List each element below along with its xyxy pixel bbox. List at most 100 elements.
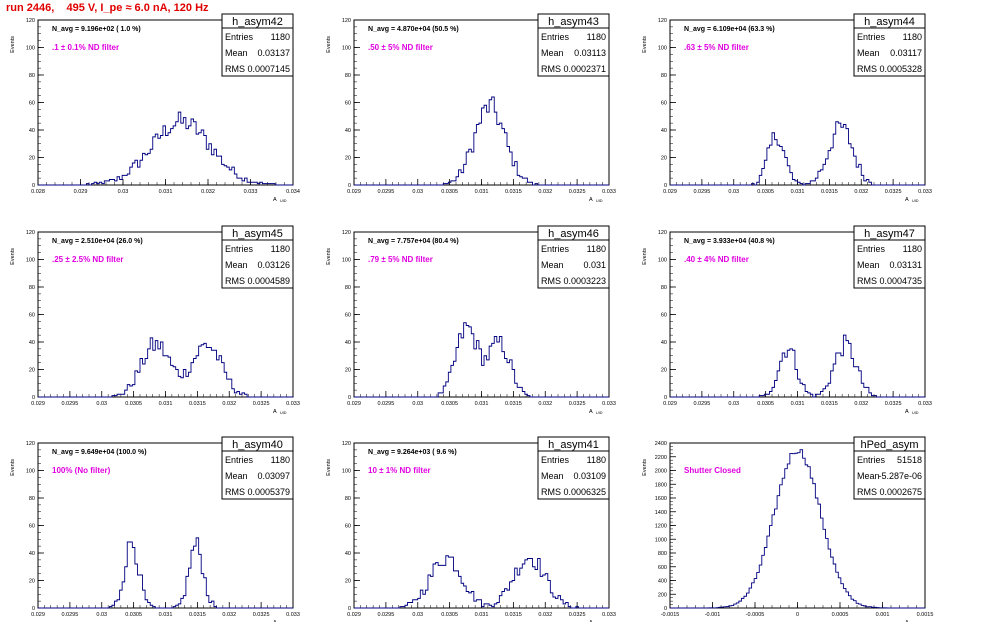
filter-label: .79 ± 5% ND filter bbox=[368, 255, 433, 264]
x-axis-sublabel: UID bbox=[596, 411, 603, 415]
x-tick-label: 0.033 bbox=[602, 189, 616, 195]
y-tick-label: 1200 bbox=[655, 524, 667, 530]
y-tick-label: 60 bbox=[29, 101, 35, 107]
filter-label: Shutter Closed bbox=[684, 466, 741, 475]
y-tick-label: 80 bbox=[345, 73, 351, 79]
filter-label: .25 ± 2.5% ND filter bbox=[52, 255, 124, 264]
stat-value: 0.0004589 bbox=[247, 276, 290, 286]
x-tick-label: 0.0325 bbox=[569, 612, 586, 618]
x-tick-label: 0.031 bbox=[159, 401, 173, 407]
y-axis-label: Events bbox=[326, 248, 332, 265]
panel-h_asym40: 0 20 40 60 80 100 120 0.029 0.0295 0.03 0.0305 0.03… bbox=[10, 436, 300, 622]
stat-label: RMS bbox=[541, 276, 561, 286]
x-tick-label: 0.0295 bbox=[693, 189, 710, 195]
x-tick-label: 0.033 bbox=[602, 612, 616, 618]
x-tick-label: 0.0315 bbox=[821, 401, 838, 407]
panel-h_asym41: 0 20 40 60 80 100 120 0.029 0.0295 0.03 0.0305 0.03… bbox=[326, 436, 616, 622]
navg-label: N_avg = 2.510e+04 (26.0 %) bbox=[52, 238, 143, 245]
x-tick-label: 0.032 bbox=[538, 401, 552, 407]
stats-box bbox=[221, 225, 294, 289]
stat-value: 0.0005328 bbox=[879, 64, 922, 74]
x-tick-label: 0.03 bbox=[412, 401, 423, 407]
histogram-series bbox=[670, 121, 925, 186]
stat-value: 51518 bbox=[897, 455, 922, 465]
y-tick-label: 20 bbox=[345, 368, 351, 374]
stat-label: RMS bbox=[225, 487, 245, 497]
stat-value: 1180 bbox=[271, 455, 290, 465]
x-tick-label: 0.031 bbox=[159, 612, 173, 618]
y-tick-label: 120 bbox=[342, 230, 351, 236]
y-axis-label: Events bbox=[326, 459, 332, 476]
y-tick-label: 80 bbox=[29, 285, 35, 291]
x-axis-label: A bbox=[589, 620, 593, 622]
histogram-name: h_asym40 bbox=[232, 439, 283, 451]
stat-value: 0.03097 bbox=[257, 471, 290, 481]
y-tick-label: 120 bbox=[658, 18, 667, 24]
x-tick-label: 0.03 bbox=[412, 612, 423, 618]
y-axis-label: Events bbox=[642, 36, 648, 53]
x-tick-label: 0.031 bbox=[791, 189, 805, 195]
panel-h_asym46: 0 20 40 60 80 100 120 0.029 0.0295 0.03 0.0305 0.03… bbox=[326, 225, 616, 415]
y-tick-label: 80 bbox=[345, 285, 351, 291]
y-tick-label: 120 bbox=[26, 230, 35, 236]
x-tick-label: 0.0325 bbox=[253, 401, 270, 407]
navg-label: N_avg = 9.649e+04 (100.0 %) bbox=[52, 449, 147, 456]
y-tick-label: 20 bbox=[29, 156, 35, 162]
y-tick-label: 80 bbox=[29, 496, 35, 502]
y-tick-label: 0 bbox=[664, 395, 667, 401]
stat-value: 0.0002371 bbox=[563, 64, 606, 74]
y-tick-label: 100 bbox=[26, 258, 35, 264]
histogram-name: h_asym47 bbox=[864, 228, 915, 240]
stat-label: Mean bbox=[857, 260, 880, 270]
x-tick-label: 0.031 bbox=[475, 401, 489, 407]
x-tick-label: 0.031 bbox=[475, 189, 489, 195]
y-tick-label: 40 bbox=[29, 128, 35, 134]
x-tick-label: 0.03 bbox=[728, 189, 739, 195]
stats-box bbox=[221, 13, 294, 77]
y-tick-label: 40 bbox=[661, 340, 667, 346]
stats-box bbox=[853, 225, 926, 289]
filter-label: 100% (No filter) bbox=[52, 466, 111, 475]
histogram-name: h_asym46 bbox=[548, 228, 599, 240]
histogram-name: hPed_asym bbox=[860, 439, 918, 451]
stats-box bbox=[537, 436, 610, 500]
stat-value: -5.287e-06 bbox=[878, 471, 922, 481]
x-tick-label: 0.032 bbox=[201, 189, 215, 195]
stat-value: 0.03113 bbox=[574, 48, 606, 58]
x-tick-label: 0.0295 bbox=[377, 189, 394, 195]
x-tick-label: 0.03 bbox=[96, 612, 107, 618]
y-tick-label: 0 bbox=[32, 395, 35, 401]
y-tick-label: 400 bbox=[658, 579, 667, 585]
stat-label: RMS bbox=[857, 276, 877, 286]
stats-box bbox=[853, 436, 926, 500]
x-tick-label: 0.033 bbox=[918, 189, 932, 195]
x-tick-label: -0.001 bbox=[705, 612, 721, 618]
stats-box bbox=[537, 225, 610, 289]
y-tick-label: 120 bbox=[658, 230, 667, 236]
y-tick-label: 60 bbox=[345, 313, 351, 319]
y-tick-label: 0 bbox=[32, 606, 35, 612]
x-tick-label: 0.031 bbox=[475, 612, 489, 618]
x-tick-label: 0.0315 bbox=[189, 401, 206, 407]
x-tick-label: 0.0305 bbox=[441, 612, 458, 618]
filter-label: .63 ± 5% ND filter bbox=[684, 43, 749, 52]
x-tick-label: 0.0295 bbox=[61, 612, 78, 618]
histogram-name: h_asym41 bbox=[548, 439, 599, 451]
stat-label: Mean bbox=[225, 471, 248, 481]
stat-value: 0.0004735 bbox=[879, 276, 922, 286]
stat-value: 0.03126 bbox=[257, 260, 290, 270]
stat-label: Entries bbox=[225, 32, 254, 42]
histogram-series bbox=[670, 449, 925, 609]
y-tick-label: 2000 bbox=[655, 469, 667, 475]
panel-h_asym43: 0 20 40 60 80 100 120 0.029 0.0295 0.03 0.0305 0.03… bbox=[326, 13, 616, 203]
y-tick-label: 80 bbox=[345, 496, 351, 502]
stats-box bbox=[853, 13, 926, 77]
stat-label: Mean bbox=[225, 260, 248, 270]
x-tick-label: 0.0305 bbox=[441, 401, 458, 407]
run-title: run 2446, 495 V, I_pe ≈ 6.0 nA, 120 Hz bbox=[6, 2, 209, 14]
y-tick-label: 100 bbox=[658, 46, 667, 52]
y-axis-label: Events bbox=[10, 459, 16, 476]
y-tick-label: 60 bbox=[345, 524, 351, 530]
x-tick-label: 0.029 bbox=[347, 189, 361, 195]
